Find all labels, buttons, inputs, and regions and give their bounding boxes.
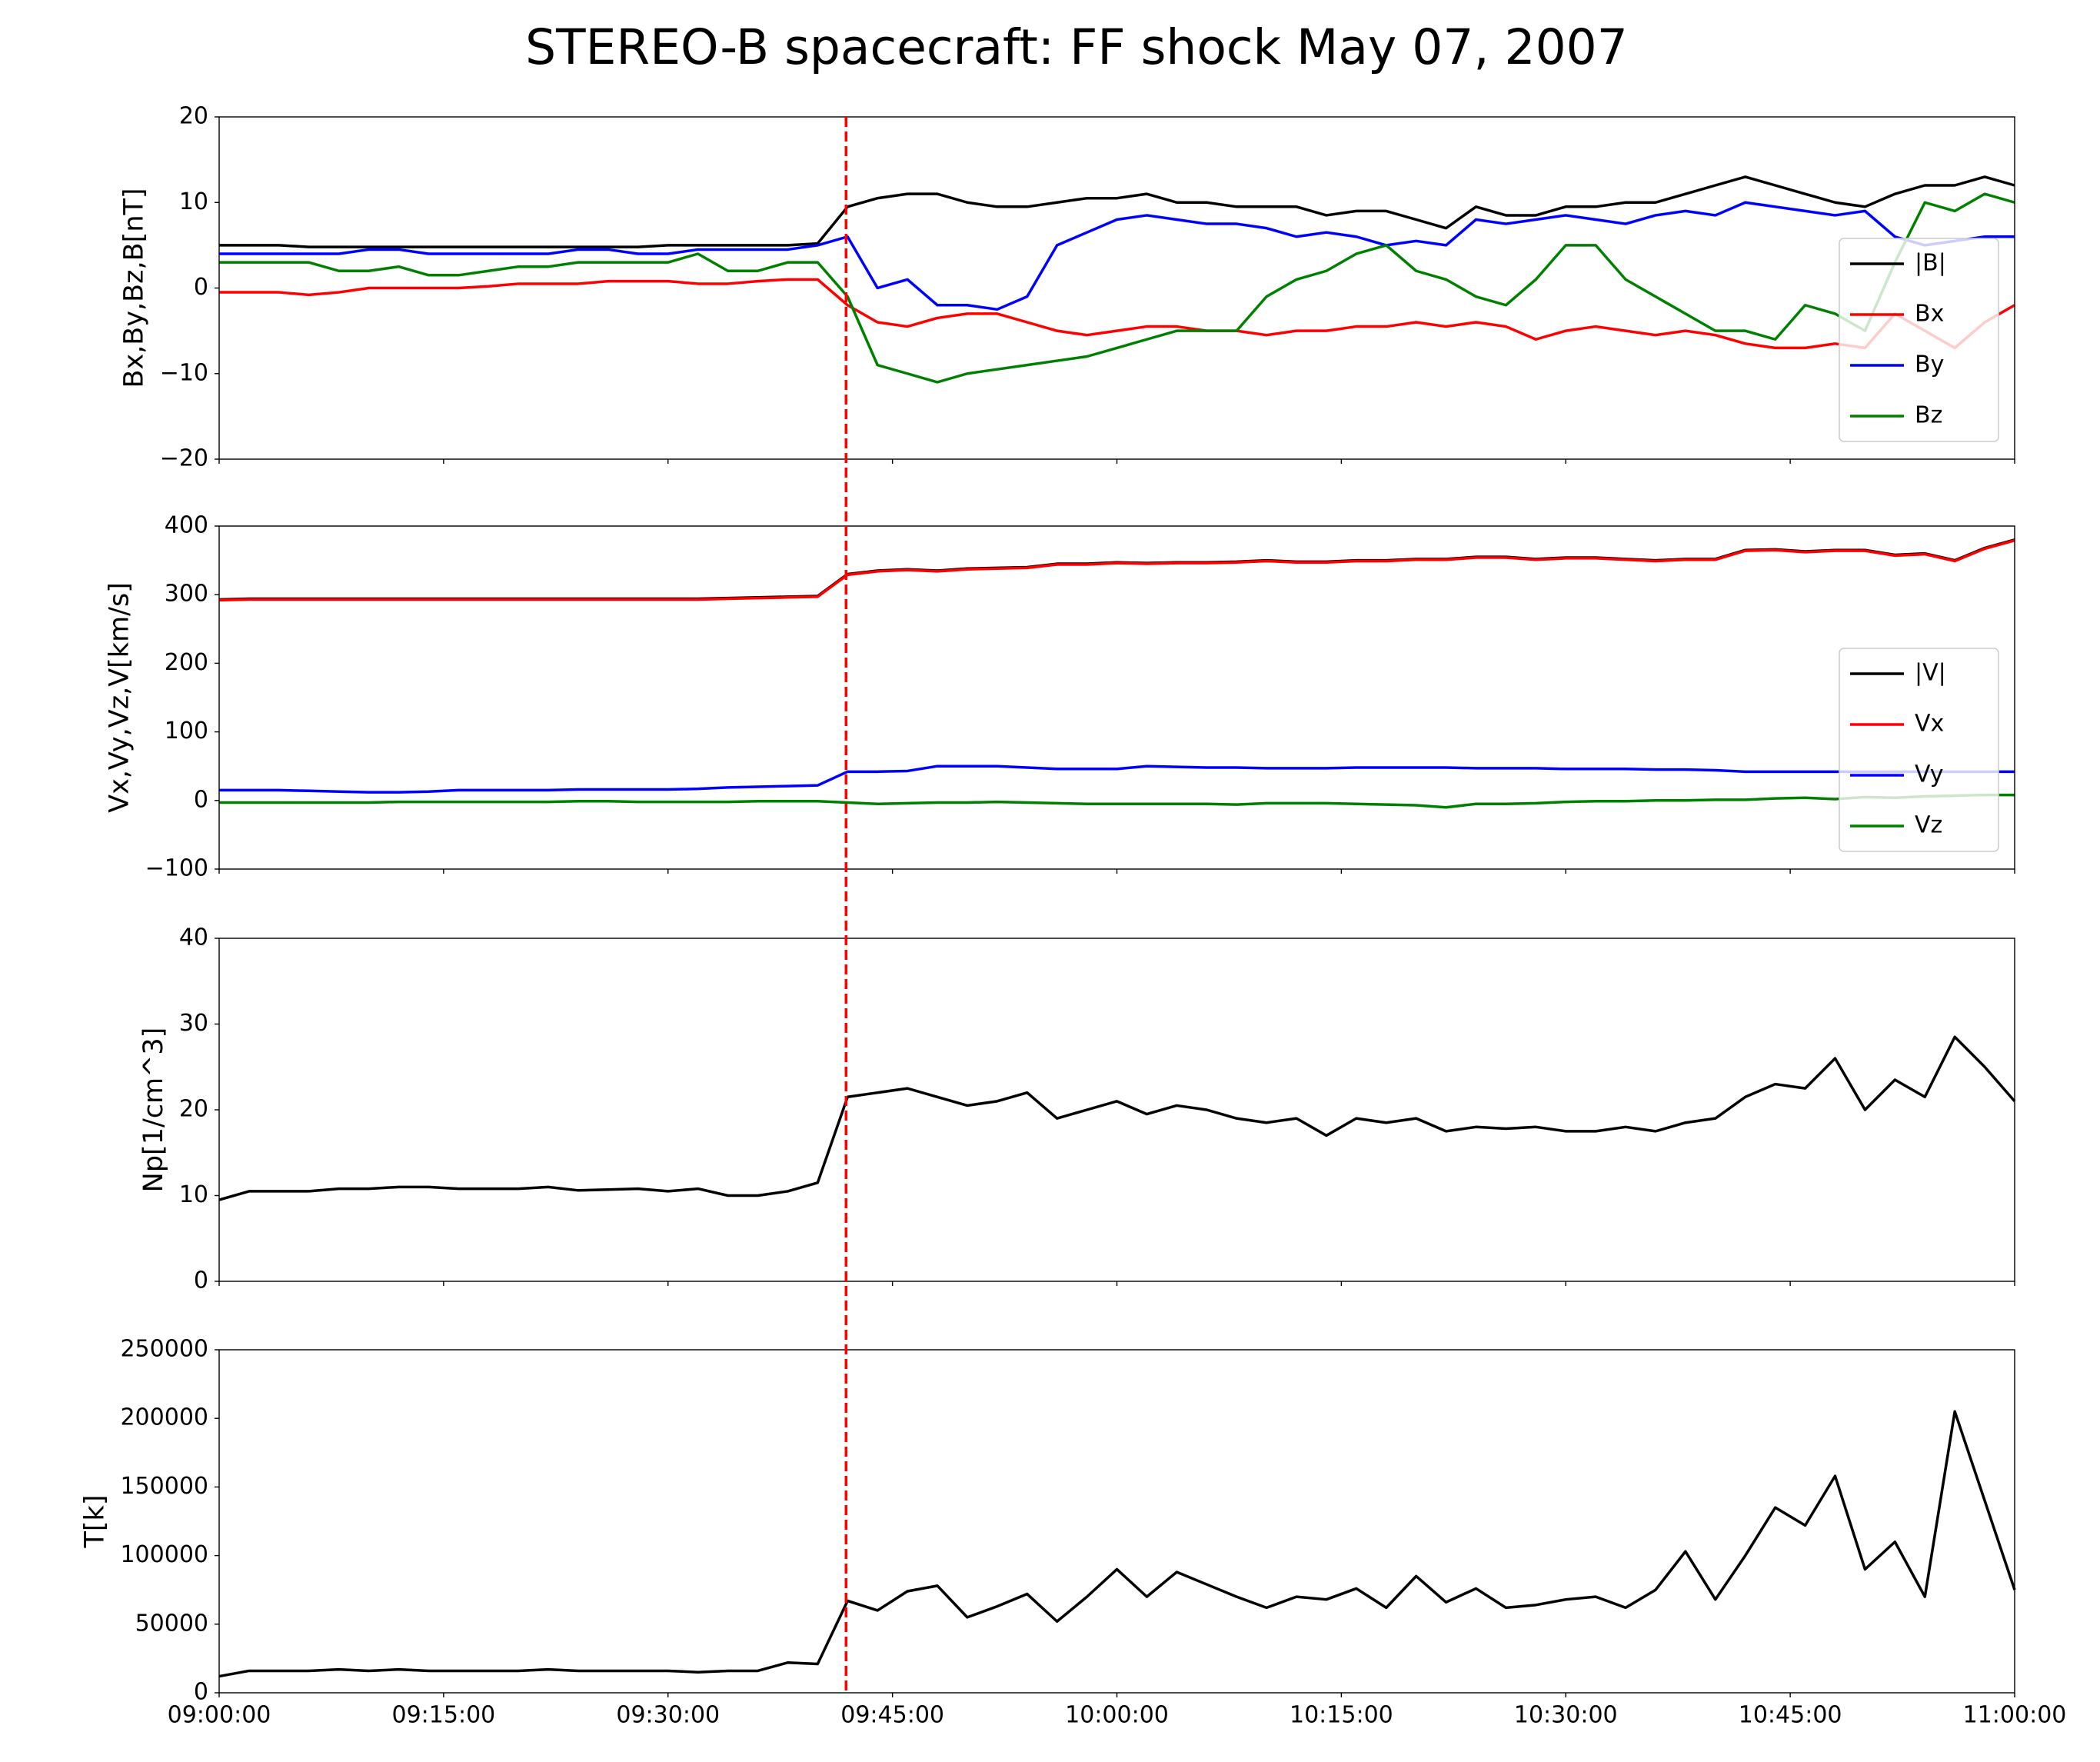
figure-title: STEREO-B spacecraft: FF shock May 07, 20…: [525, 19, 1628, 75]
axes-frame: [218, 116, 2015, 460]
y-tick-label: 100000: [120, 1541, 208, 1568]
legend-label: Bz: [1915, 402, 1942, 429]
x-tick-label: 11:00:00: [1963, 1702, 2067, 1729]
x-tick-label: 10:45:00: [1739, 1702, 1842, 1729]
x-tick-label: 10:30:00: [1514, 1702, 1618, 1729]
series-line: [219, 764, 2015, 794]
series-line: [219, 192, 2015, 384]
x-tick-label: 09:30:00: [616, 1702, 720, 1729]
x-tick-label: 09:00:00: [168, 1702, 271, 1729]
y-tick-label: 0: [194, 1679, 208, 1706]
legend-box: [1839, 238, 1999, 442]
x-tick-label: 09:45:00: [840, 1702, 944, 1729]
legend-box: [1839, 648, 1999, 852]
y-tick-label: 20: [179, 1096, 208, 1123]
axes-frame: [218, 525, 2015, 870]
panel: 0 50000 100000 150000 200000 250000 09:00:00 09…: [79, 1336, 2066, 1729]
legend-label: |V|: [1915, 660, 1946, 687]
y-axis-label: Np[1/cm^3]: [138, 1028, 169, 1193]
x-tick-label: 09:15:00: [392, 1702, 496, 1729]
panel: 0 10 20 30 40 Np[1/cm^3]: [138, 924, 2016, 1294]
y-tick-label: −100: [145, 855, 208, 882]
series-line: [218, 539, 2015, 602]
legend-label: By: [1915, 351, 1944, 378]
panel: −100 0 100 200 300 400 Vx,Vy,Vz,V[km/s] |V| Vx Vy…: [105, 512, 2015, 882]
y-tick-label: 200000: [120, 1404, 208, 1431]
y-tick-label: 10: [179, 1181, 208, 1208]
y-tick-label: 100: [165, 718, 208, 744]
y-tick-label: 0: [194, 1267, 208, 1294]
x-tick-label: 10:15:00: [1290, 1702, 1393, 1729]
y-tick-label: 250000: [120, 1336, 208, 1363]
y-tick-label: 300: [165, 581, 208, 608]
axes-frame: [218, 1349, 2015, 1694]
series-line: [219, 175, 2015, 248]
y-axis-label: Bx,By,Bz,B[nT]: [119, 188, 150, 388]
panel: −20 −10 0 10 20 Bx,By,Bz,B[nT] |B| Bx By Bz: [119, 103, 2015, 472]
y-tick-label: 10: [179, 188, 208, 215]
y-tick-label: 0: [194, 274, 208, 301]
y-tick-label: 400: [165, 512, 208, 539]
series-line: [218, 538, 2015, 601]
y-tick-label: 150000: [120, 1473, 208, 1500]
y-axis-label: T[k]: [79, 1495, 110, 1549]
y-tick-label: 20: [179, 103, 208, 130]
legend-label: Vy: [1915, 761, 1943, 788]
axes-frame: [218, 938, 2015, 1282]
y-tick-label: −20: [160, 445, 208, 472]
y-tick-label: 30: [179, 1010, 208, 1037]
series-line: [219, 793, 2015, 809]
legend-label: Vz: [1915, 812, 1942, 839]
y-tick-label: 50000: [135, 1610, 208, 1637]
legend-label: Bx: [1915, 301, 1944, 328]
legend-label: Vx: [1915, 711, 1944, 738]
y-tick-label: 40: [179, 924, 208, 951]
series-line: [219, 278, 2015, 350]
legend-label: |B|: [1915, 250, 1946, 277]
series-line: [219, 201, 2015, 311]
x-tick-label: 10:00:00: [1065, 1702, 1169, 1729]
series-line: [218, 1410, 2016, 1678]
y-tick-label: −10: [160, 359, 208, 386]
y-tick-label: 0: [194, 786, 208, 813]
y-axis-label: Vx,Vy,Vz,V[km/s]: [105, 582, 135, 813]
series-line: [218, 1035, 2016, 1201]
y-tick-label: 200: [165, 649, 208, 676]
